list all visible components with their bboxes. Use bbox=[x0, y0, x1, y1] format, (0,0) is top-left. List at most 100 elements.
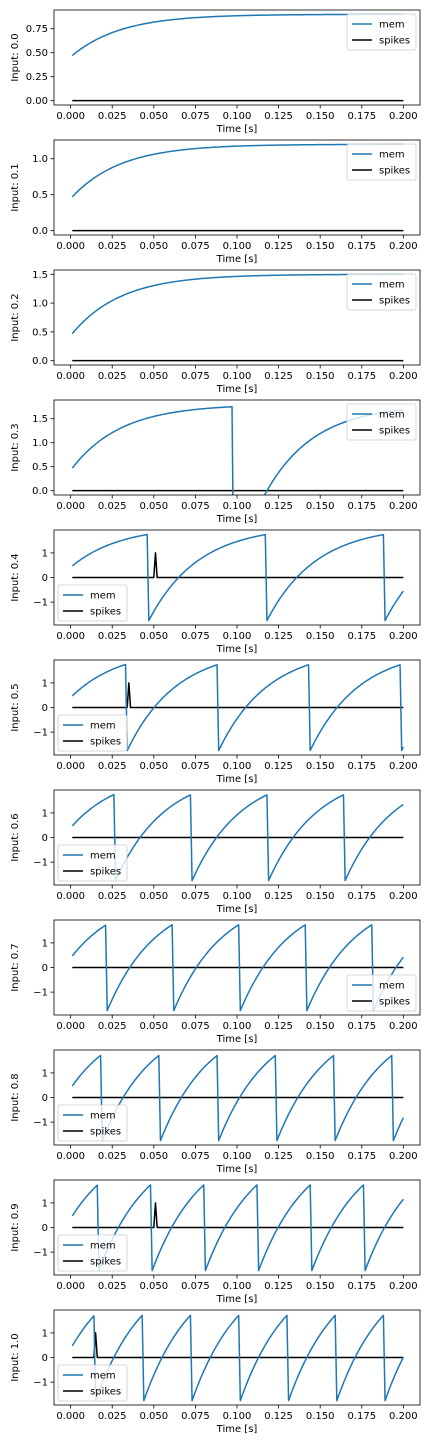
chart-panel-3: 0.000 0.025 0.050 0.075 0.100 0.125 0.150 0.175… bbox=[10, 399, 421, 525]
plot-area bbox=[71, 924, 404, 1012]
chart-panel-6: 0.000 0.025 0.050 0.075 0.100 0.125 0.150 0.175… bbox=[10, 789, 421, 915]
plot-area bbox=[71, 1184, 404, 1272]
y-tick-label: 0 bbox=[42, 963, 48, 974]
legend-box bbox=[57, 844, 128, 882]
x-tick-label: 0.100 bbox=[223, 891, 252, 902]
x-tick-label: 0.125 bbox=[264, 1281, 293, 1292]
legend: mem spikes bbox=[346, 143, 417, 181]
spikes-line bbox=[72, 682, 404, 709]
x-tick-label: 0.125 bbox=[264, 891, 293, 902]
legend-box bbox=[57, 714, 128, 752]
legend-spikes-label: spikes bbox=[379, 166, 410, 177]
legend-spikes-label: spikes bbox=[90, 1387, 121, 1398]
y-tick-label: 1 bbox=[42, 1198, 48, 1209]
y-tick-label: −1 bbox=[33, 1248, 48, 1259]
legend-box bbox=[346, 143, 417, 181]
y-tick-label: −1 bbox=[33, 988, 48, 999]
x-tick-label: 0.200 bbox=[389, 1281, 418, 1292]
y-tick-label: 0.00 bbox=[26, 96, 48, 107]
plot-area bbox=[71, 793, 404, 882]
y-tick-label: 0.0 bbox=[32, 486, 48, 497]
x-axis-label: Time [s] bbox=[216, 124, 258, 135]
y-tick-label: 1.0 bbox=[32, 154, 48, 165]
mem-line bbox=[71, 924, 404, 1012]
x-tick-label: 0.125 bbox=[264, 501, 293, 512]
x-axis-label: Time [s] bbox=[216, 1294, 258, 1305]
x-tick-label: 0.000 bbox=[56, 1281, 85, 1292]
x-tick-label: 0.075 bbox=[181, 631, 210, 642]
y-axis-label: Input: 0.1 bbox=[10, 163, 21, 211]
x-tick-label: 0.000 bbox=[56, 501, 85, 512]
x-tick-label: 0.175 bbox=[347, 761, 376, 772]
y-tick-label: 0 bbox=[42, 1223, 48, 1234]
x-tick-label: 0.025 bbox=[98, 111, 127, 122]
x-tick-label: 0.050 bbox=[139, 1151, 168, 1162]
x-tick-label: 0.200 bbox=[389, 501, 418, 512]
x-tick-label: 0.150 bbox=[306, 631, 335, 642]
x-tick-label: 0.025 bbox=[98, 631, 127, 642]
x-tick-label: 0.075 bbox=[181, 1151, 210, 1162]
y-axis-label: Input: 1.0 bbox=[10, 1333, 21, 1381]
y-axis-label: Input: 0.5 bbox=[10, 683, 21, 731]
x-tick-label: 0.100 bbox=[223, 1151, 252, 1162]
x-tick-label: 0.075 bbox=[181, 111, 210, 122]
x-tick-label: 0.000 bbox=[56, 761, 85, 772]
x-tick-label: 0.175 bbox=[347, 501, 376, 512]
x-axis-label: Time [s] bbox=[216, 1034, 258, 1045]
x-tick-label: 0.075 bbox=[181, 241, 210, 252]
y-tick-label: 1.5 bbox=[32, 270, 48, 281]
legend-spikes-label: spikes bbox=[90, 1127, 121, 1138]
x-tick-label: 0.150 bbox=[306, 1411, 335, 1422]
y-tick-label: 0.0 bbox=[32, 226, 48, 237]
y-tick-label: 1 bbox=[42, 1328, 48, 1339]
mem-line bbox=[71, 1054, 405, 1142]
y-tick-label: 1.5 bbox=[32, 414, 48, 425]
x-tick-label: 0.050 bbox=[139, 241, 168, 252]
y-tick-label: 0 bbox=[42, 703, 48, 714]
x-tick-label: 0.125 bbox=[264, 371, 293, 382]
y-tick-label: 1.0 bbox=[32, 299, 48, 310]
x-axis-label: Time [s] bbox=[216, 774, 258, 785]
y-tick-label: 0.5 bbox=[32, 190, 48, 201]
y-axis-label: Input: 0.8 bbox=[10, 1073, 21, 1121]
y-axis-label: Input: 0.4 bbox=[10, 553, 21, 601]
legend-box bbox=[346, 974, 417, 1012]
x-tick-label: 0.000 bbox=[56, 631, 85, 642]
y-tick-label: 0.25 bbox=[26, 72, 48, 83]
x-tick-label: 0.100 bbox=[223, 371, 252, 382]
legend-box bbox=[57, 584, 128, 622]
x-tick-label: 0.050 bbox=[139, 111, 168, 122]
legend-mem-label: mem bbox=[379, 150, 405, 161]
legend: mem spikes bbox=[346, 13, 417, 51]
x-tick-label: 0.175 bbox=[347, 891, 376, 902]
x-tick-label: 0.175 bbox=[347, 631, 376, 642]
y-tick-label: 0.0 bbox=[32, 356, 48, 367]
x-tick-label: 0.150 bbox=[306, 371, 335, 382]
x-tick-label: 0.025 bbox=[98, 501, 127, 512]
chart-panel-2: 0.000 0.025 0.050 0.075 0.100 0.125 0.150 0.175… bbox=[10, 269, 421, 395]
x-axis-label: Time [s] bbox=[216, 1164, 258, 1175]
chart-panel-7: 0.000 0.025 0.050 0.075 0.100 0.125 0.150 0.175… bbox=[10, 919, 421, 1045]
x-tick-label: 0.125 bbox=[264, 111, 293, 122]
legend: mem spikes bbox=[346, 273, 417, 311]
x-tick-label: 0.100 bbox=[223, 501, 252, 512]
x-tick-label: 0.100 bbox=[223, 241, 252, 252]
legend-mem-label: mem bbox=[379, 981, 405, 992]
x-tick-label: 0.075 bbox=[181, 371, 210, 382]
x-tick-label: 0.200 bbox=[389, 761, 418, 772]
x-tick-label: 0.075 bbox=[181, 1021, 210, 1032]
y-axis-label: Input: 0.9 bbox=[10, 1203, 21, 1251]
y-tick-label: 1 bbox=[42, 548, 48, 559]
y-tick-label: 0 bbox=[42, 1093, 48, 1104]
spikes-line bbox=[72, 552, 404, 579]
x-tick-label: 0.050 bbox=[139, 1021, 168, 1032]
x-tick-label: 0.075 bbox=[181, 1281, 210, 1292]
legend: mem spikes bbox=[57, 1234, 128, 1272]
y-tick-label: 0.5 bbox=[32, 327, 48, 338]
x-tick-label: 0.050 bbox=[139, 891, 168, 902]
x-axis-label: Time [s] bbox=[216, 1424, 258, 1435]
x-tick-label: 0.200 bbox=[389, 891, 418, 902]
x-tick-label: 0.100 bbox=[223, 111, 252, 122]
legend-box bbox=[57, 1234, 128, 1272]
